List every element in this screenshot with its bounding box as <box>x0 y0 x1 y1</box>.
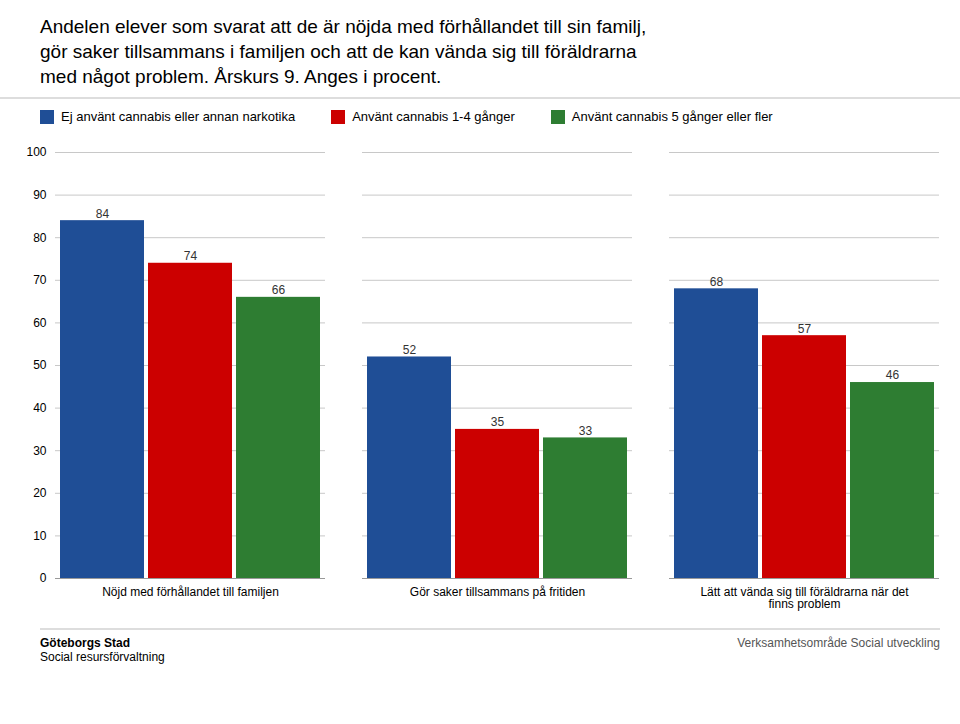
svg-text:10: 10 <box>33 529 47 543</box>
html-text:Andelen elever som svarat att: Andelen elever som svarat att de är nöjd… <box>40 16 647 87</box>
svg-text:60: 60 <box>33 316 47 330</box>
html-text:Använt cannabis 5 gånger eller: Använt cannabis 5 gånger eller fler <box>571 109 773 124</box>
svg-text:66: 66 <box>272 283 286 297</box>
svg-text:30: 30 <box>33 444 47 458</box>
html-text:Använt cannabis 1-4 gånger: Använt cannabis 1-4 gånger <box>352 109 515 124</box>
html-text:Göteborgs Stad: Göteborgs Stad <box>40 636 130 650</box>
svg-text:40: 40 <box>33 401 47 415</box>
svg-text:84: 84 <box>96 207 110 221</box>
svg-text:74: 74 <box>184 249 198 263</box>
svg-text:20: 20 <box>33 486 47 500</box>
svg-text:68: 68 <box>710 275 724 289</box>
svg-text:35: 35 <box>491 415 505 429</box>
svg-text:0: 0 <box>40 571 47 585</box>
svg-text:50: 50 <box>33 358 47 372</box>
svg-text:46: 46 <box>886 368 900 382</box>
svg-text:33: 33 <box>579 424 593 438</box>
svg-text:70: 70 <box>33 273 47 287</box>
html-text:Social resursförvaltning: Social resursförvaltning <box>40 650 165 664</box>
html-text:Verksamhetsområde Social utvec: Verksamhetsområde Social utveckling <box>737 636 940 650</box>
svg-text:100: 100 <box>26 145 46 159</box>
svg-text:Gör saker tillsammans på friti: Gör saker tillsammans på fritiden <box>410 585 585 599</box>
svg-text:80: 80 <box>33 231 47 245</box>
svg-text:Nöjd med förhållandet till fam: Nöjd med förhållandet till familjen <box>102 585 279 599</box>
svg-text:52: 52 <box>403 343 417 357</box>
svg-text:57: 57 <box>798 322 812 336</box>
svg-text:Lätt att vända sig till föräld: Lätt att vända sig till föräldrarna när … <box>700 585 909 611</box>
svg-text:90: 90 <box>33 188 47 202</box>
html-text:Ej använt cannabis eller annan: Ej använt cannabis eller annan narkotika <box>61 109 296 124</box>
